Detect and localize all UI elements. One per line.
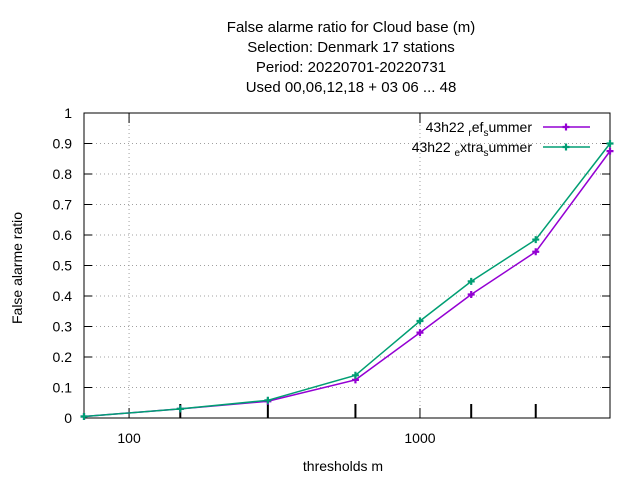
legend-entry-2: 43h22 extrasummer [412, 139, 590, 159]
series-1 [80, 147, 614, 420]
y-tick-label: 0.5 [53, 258, 73, 274]
axis-ticks: 0 0.1 0.2 0.3 0.4 0.5 0.6 0.7 0.8 0.9 1 100 1000 [53, 105, 610, 446]
legend-entry-1: 43h22 refsummer [426, 119, 590, 139]
data-point [416, 317, 424, 325]
chart-title-line-1: False alarme ratio for Cloud base (m) [227, 19, 475, 36]
series-2 [80, 140, 614, 420]
legend-marker [562, 143, 570, 151]
y-tick-label: 0.6 [53, 227, 73, 243]
grid-lines [84, 113, 610, 418]
chart-title: False alarme ratio for Cloud base (m) Se… [227, 19, 475, 96]
data-point [467, 290, 475, 298]
legend-label: 43h22 refsummer [426, 119, 533, 139]
chart-title-line-3: Period: 20220701-20220731 [256, 59, 446, 76]
data-point [264, 396, 272, 404]
data-point [416, 329, 424, 337]
y-tick-label: 1 [64, 105, 72, 121]
data-point [80, 412, 88, 420]
y-tick-label: 0.2 [53, 349, 73, 365]
plot-frame [83, 112, 611, 419]
y-tick-label: 0.8 [53, 166, 73, 182]
series-lines [80, 140, 614, 420]
data-point [351, 371, 359, 379]
y-tick-label: 0.3 [53, 319, 73, 335]
y-tick-label: 0.4 [53, 288, 73, 304]
data-point [606, 140, 614, 147]
data-point [176, 405, 184, 413]
chart-title-line-4: Used 00,06,12,18 + 03 06 ... 48 [246, 79, 457, 96]
y-tick-label: 0.1 [53, 380, 73, 396]
data-point [532, 248, 540, 256]
x-axis-label: thresholds m [303, 458, 383, 474]
x-tick-label: 1000 [404, 430, 435, 446]
y-tick-label: 0.7 [53, 197, 73, 213]
legend-marker [562, 123, 570, 131]
data-point [467, 277, 475, 285]
y-tick-label: 0 [64, 410, 72, 426]
series-line [83, 150, 611, 418]
series-line [83, 143, 611, 418]
x-tick-label: 100 [117, 430, 141, 446]
y-tick-label: 0.9 [53, 136, 73, 152]
legend-label: 43h22 extrasummer [412, 139, 533, 159]
data-point [532, 236, 540, 244]
data-point [606, 147, 614, 155]
chart-title-line-2: Selection: Denmark 17 stations [247, 39, 455, 56]
y-axis-label: False alarme ratio [9, 212, 25, 324]
